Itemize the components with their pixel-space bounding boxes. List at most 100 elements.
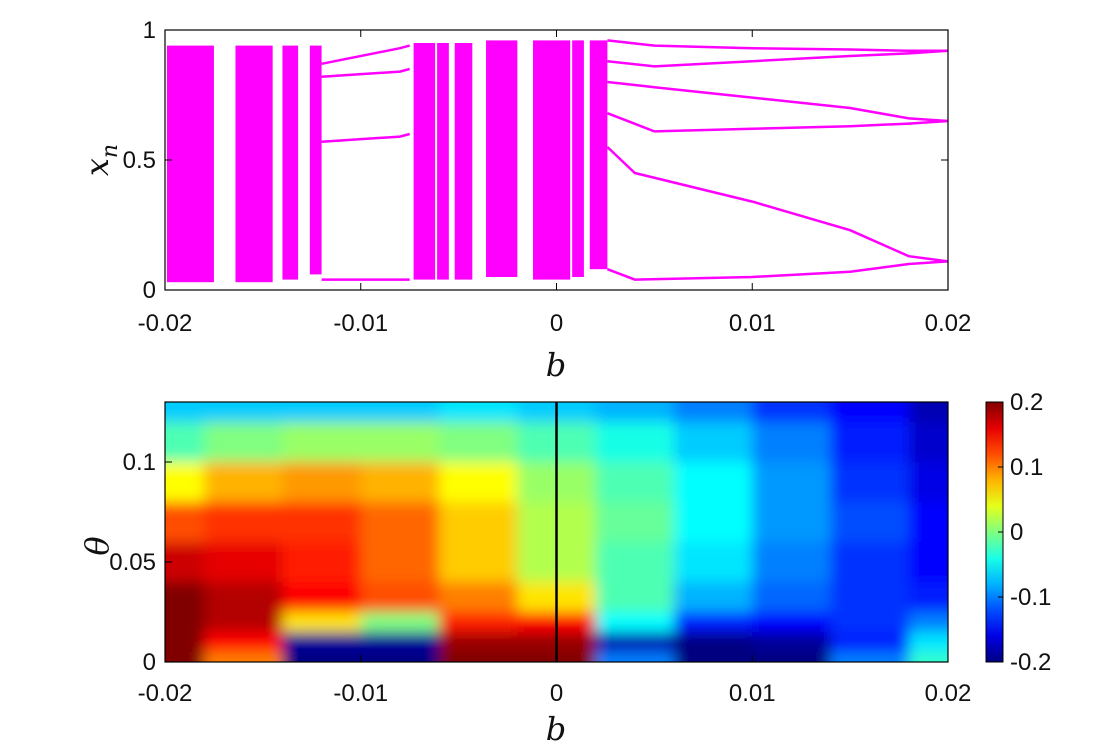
heatmap-cell: [673, 612, 754, 633]
heatmap-cell: [595, 542, 675, 583]
chaotic-band: [309, 45, 322, 275]
heatmap-cell: [360, 652, 441, 662]
x-tick-label: 0.01: [729, 310, 776, 337]
chaotic-band: [437, 43, 449, 280]
heatmap-cell: [673, 652, 754, 662]
heatmap-cell: [830, 422, 910, 463]
heatmap-cell: [165, 582, 206, 613]
heatmap-cell: [595, 502, 675, 543]
heatmap-cell: [165, 502, 206, 543]
chaotic-band: [572, 40, 584, 278]
heatmap-chart: -0.02 -0.01 0 0.01 0.02 0 0.05 0.1 b θ: [78, 401, 971, 748]
periodic-branch: [606, 146, 948, 263]
heatmap-cell: [830, 402, 910, 423]
heatmap-cell: [282, 422, 362, 463]
bifurcation-plot-area: [166, 39, 948, 283]
colorbar-tick-label: -0.2: [1010, 649, 1051, 676]
heatmap-cell: [282, 612, 362, 633]
heatmap-cell: [830, 542, 910, 583]
x-tick-label: -0.02: [138, 680, 193, 707]
y-tick-label: 0: [143, 277, 156, 304]
bifurcation-chart: -0.02 -0.01 0 0.01 0.02 0 0.5 1 b xn: [78, 17, 971, 384]
heatmap-cell: [439, 402, 519, 423]
periodic-branch: [607, 49, 948, 68]
heatmap-cell: [360, 582, 441, 613]
colorbar-tick-label: -0.1: [1010, 584, 1051, 611]
chaotic-band: [235, 45, 273, 283]
heatmap-cell: [439, 542, 519, 583]
heatmap-cell: [360, 462, 441, 503]
x-tick-label: -0.02: [138, 310, 193, 337]
chaotic-band: [282, 45, 299, 280]
heatmap-cell: [830, 632, 910, 653]
x-tick-label: -0.01: [333, 310, 388, 337]
chaotic-band: [166, 45, 214, 283]
heatmap-cell: [752, 462, 832, 503]
heatmap-cell: [165, 652, 206, 662]
chaotic-band: [454, 43, 473, 280]
heatmap-cell: [360, 502, 441, 543]
heatmap-cell: [204, 612, 284, 633]
heatmap-cell: [908, 652, 948, 662]
chaotic-band: [413, 43, 436, 280]
heatmap-cell: [439, 422, 519, 463]
heatmap-cell: [908, 632, 948, 653]
heatmap-cell: [204, 502, 284, 543]
heatmap-cell: [165, 462, 206, 503]
periodic-branch: [321, 132, 411, 144]
heatmap-cell: [752, 402, 832, 423]
heatmap-cell: [830, 502, 910, 543]
heatmap-cell: [360, 612, 441, 633]
y-tick-label: 0.1: [123, 449, 156, 476]
heatmap-cell: [595, 612, 675, 633]
heatmap-cell: [752, 422, 832, 463]
heatmap-cell: [673, 402, 754, 423]
y-tick-label: 0.05: [109, 549, 156, 576]
heatmap-cell: [282, 632, 362, 653]
colorbar: -0.2 -0.1 0 0.1 0.2: [985, 389, 1051, 676]
heatmap-cell: [830, 462, 910, 503]
bifurcation-y-axis-label: xn: [78, 144, 123, 176]
heatmap-cell: [439, 502, 519, 543]
heatmap-cell: [830, 582, 910, 613]
heatmap-cell: [282, 462, 362, 503]
heatmap-cell: [595, 632, 675, 653]
heatmap-cell: [282, 502, 362, 543]
heatmap-cell: [908, 402, 948, 423]
heatmap-cell: [752, 612, 832, 633]
heatmap-cell: [673, 582, 754, 613]
x-tick-label: 0: [550, 680, 563, 707]
heatmap-cell: [595, 582, 675, 613]
periodic-branch: [321, 67, 411, 79]
heatmap-cell: [439, 632, 519, 653]
y-tick-label: 1: [143, 17, 156, 44]
heatmap-cell: [752, 652, 832, 662]
periodic-branch: [606, 112, 948, 133]
heatmap-cell: [439, 652, 519, 662]
heatmap-cell: [752, 542, 832, 583]
periodic-branch: [321, 44, 411, 66]
heatmap-cell: [673, 462, 754, 503]
heatmap-cell: [165, 422, 206, 463]
heatmap-cell: [673, 422, 754, 463]
heatmap-ticks: -0.02 -0.01 0 0.01 0.02 0 0.05 0.1: [109, 449, 971, 707]
heatmap-cell: [595, 422, 675, 463]
periodic-branch: [607, 80, 948, 123]
heatmap-cell: [360, 632, 441, 653]
heatmap-cell: [908, 542, 948, 583]
heatmap-cell: [439, 462, 519, 503]
heatmap-y-axis-label: θ: [78, 536, 116, 555]
heatmap-cell: [165, 402, 206, 423]
heatmap-cell: [673, 502, 754, 543]
heatmap-x-axis-label: b: [546, 710, 566, 748]
colorbar-ticks: -0.2 -0.1 0 0.1 0.2: [998, 389, 1051, 676]
x-tick-label: 0.01: [729, 680, 776, 707]
heatmap-cell: [204, 582, 284, 613]
periodic-branch: [606, 260, 948, 281]
heatmap-cell: [204, 542, 284, 583]
heatmap-cell: [673, 542, 754, 583]
bifurcation-x-axis-label: b: [546, 346, 566, 384]
heatmap-cell: [595, 462, 675, 503]
heatmap-cell: [204, 632, 284, 653]
heatmap-cell: [752, 502, 832, 543]
